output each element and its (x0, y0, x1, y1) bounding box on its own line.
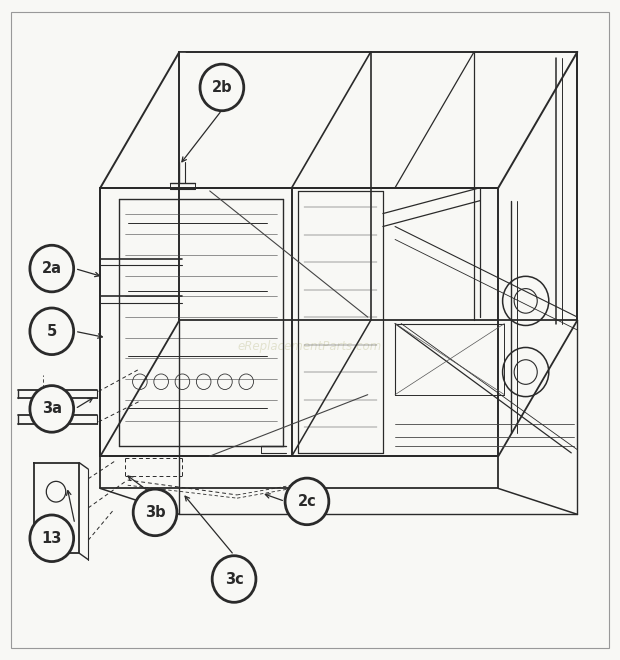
Text: 13: 13 (42, 531, 62, 546)
Text: 2c: 2c (298, 494, 316, 509)
Text: 2b: 2b (211, 80, 232, 95)
Circle shape (30, 515, 74, 562)
Text: 3c: 3c (224, 572, 244, 587)
Text: 3a: 3a (42, 401, 62, 416)
Text: 2a: 2a (42, 261, 62, 276)
Circle shape (133, 489, 177, 536)
Text: 5: 5 (46, 324, 57, 339)
Circle shape (30, 385, 74, 432)
Text: eReplacementParts.com: eReplacementParts.com (238, 340, 382, 352)
Circle shape (212, 556, 256, 603)
Circle shape (30, 308, 74, 354)
Circle shape (200, 64, 244, 111)
Circle shape (285, 478, 329, 525)
Text: 3b: 3b (144, 505, 166, 520)
Circle shape (30, 246, 74, 292)
